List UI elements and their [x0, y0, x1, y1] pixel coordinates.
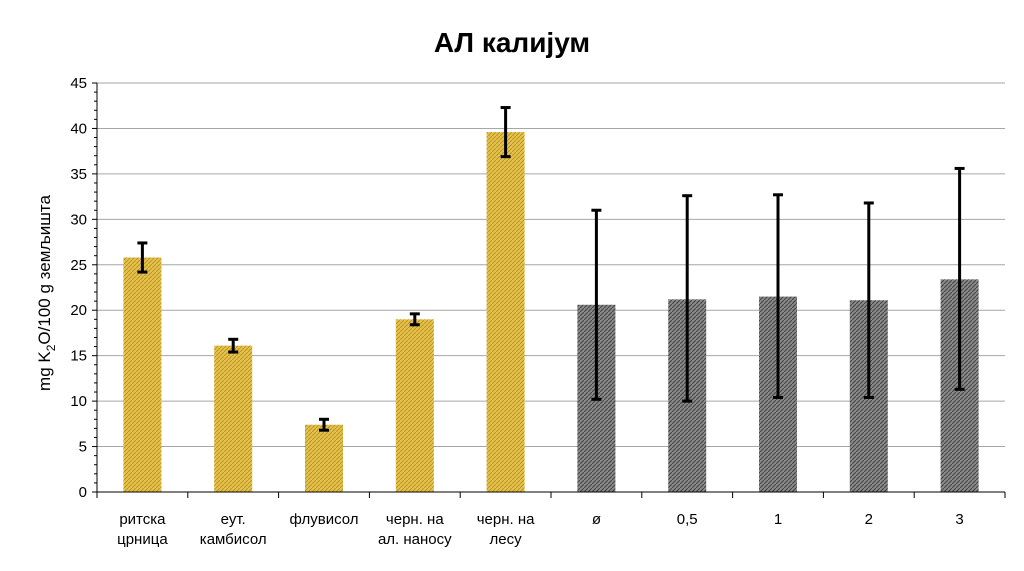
x-tick-label: црница: [117, 531, 168, 548]
x-tick-label: ø: [592, 511, 601, 528]
x-tick-label: 2: [865, 511, 873, 528]
x-tick-label: черн. на: [477, 511, 535, 528]
x-tick-label: 3: [955, 511, 963, 528]
y-axis-label-post: O/100 g земљишта: [35, 194, 54, 344]
axes-group: [92, 82, 1006, 498]
x-tick-label: еут.: [221, 511, 246, 528]
x-tick-label: камбисол: [200, 531, 267, 548]
y-tick-label: 40: [70, 120, 87, 137]
y-tick-label: 0: [79, 484, 87, 501]
bar: [123, 257, 162, 492]
y-axis-label: mg K2O/100 g земљишта: [35, 194, 58, 390]
y-tick-label: 10: [70, 393, 87, 410]
bar: [395, 319, 434, 492]
y-tick-label: 15: [70, 348, 87, 365]
x-tick-label: 1: [774, 511, 782, 528]
y-tick-labels: 0 5 10 15 20 25 30 35 40 45: [70, 75, 87, 501]
x-tick-label: флувисол: [289, 511, 358, 528]
y-tick-label: 5: [79, 439, 87, 456]
y-tick-label: 30: [70, 211, 87, 228]
error-bars-group: [137, 106, 965, 432]
y-tick-label: 20: [70, 302, 87, 319]
bar: [214, 345, 253, 492]
x-tick-label: ал. наносу: [378, 531, 452, 548]
x-tick-label: ритска: [119, 511, 166, 528]
x-tick-label: лесу: [490, 531, 523, 548]
bar: [486, 132, 525, 492]
y-axis-label-pre: mg K: [35, 351, 54, 391]
y-tick-label: 25: [70, 257, 87, 274]
y-tick-label: 45: [70, 75, 87, 92]
bar: [305, 424, 343, 492]
y-axis-label-sub: 2: [44, 344, 58, 351]
chart-title: АЛ калијум: [434, 27, 590, 58]
bars-group: [123, 132, 979, 492]
x-tick-labels: ритска црница еут. камбисол флувисол черн. на…: [117, 511, 964, 548]
y-tick-label: 35: [70, 166, 87, 183]
x-tick-label: черн. на: [386, 511, 444, 528]
x-tick-label: 0,5: [677, 511, 698, 528]
